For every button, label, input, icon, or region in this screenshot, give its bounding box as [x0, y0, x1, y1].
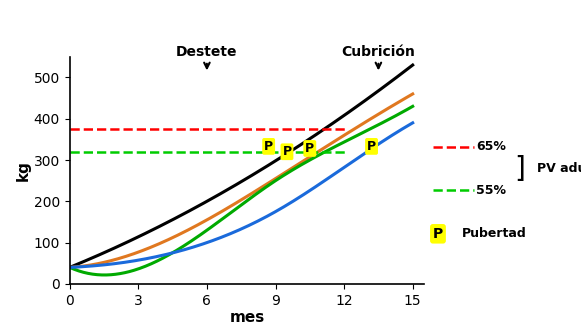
Text: Destete: Destete	[176, 45, 238, 59]
Text: 65%: 65%	[476, 141, 506, 153]
Text: P: P	[433, 227, 443, 241]
Text: P: P	[264, 140, 273, 153]
Text: ]: ]	[514, 155, 525, 183]
Text: 55%: 55%	[476, 184, 507, 197]
Text: PV adulto: PV adulto	[537, 162, 581, 175]
Text: P: P	[282, 145, 292, 158]
X-axis label: mes: mes	[229, 310, 264, 325]
Text: P: P	[305, 142, 314, 155]
Text: P: P	[367, 140, 376, 153]
Text: Cubrición: Cubrición	[342, 45, 415, 59]
Text: Pubertad: Pubertad	[462, 227, 526, 240]
Y-axis label: kg: kg	[16, 160, 31, 181]
